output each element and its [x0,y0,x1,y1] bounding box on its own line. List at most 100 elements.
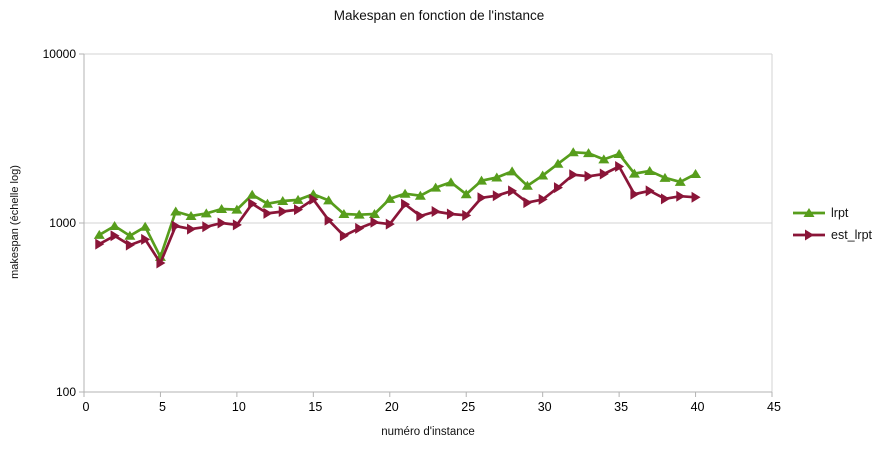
series-lrpt-marker-17 [338,209,350,219]
series-est_lrpt-marker-1 [95,238,105,250]
legend-marker-shape [803,208,815,217]
series-lrpt-marker-25 [460,189,472,199]
series-lrpt-marker-26 [476,175,488,185]
legend-marker-triangle-up-icon [793,208,825,217]
series-lrpt-marker-23 [430,182,442,192]
series-lrpt-marker-37 [644,166,656,176]
series-est_lrpt-marker-2 [110,230,120,242]
x-tick-label-15: 15 [308,400,322,414]
x-tick-label-5: 5 [159,400,166,414]
x-axis-label: numéro d'instance [381,426,475,438]
series-lrpt-marker-31 [552,158,564,168]
series-lrpt-marker-36 [628,168,640,178]
legend-item-est_lrpt: est_lrpt [792,224,872,246]
series-lrpt-marker-32 [567,147,579,157]
series-est_lrpt-marker-26 [477,192,487,204]
series-lrpt-marker-33 [583,148,595,158]
x-tick-label-30: 30 [538,400,552,414]
series-est_lrpt-marker-7 [187,223,197,235]
series-lrpt-marker-27 [491,172,503,182]
series-lrpt-marker-24 [445,177,457,187]
series-est_lrpt-marker-39 [676,190,686,202]
series-est_lrpt-marker-12 [263,207,273,219]
x-tick-label-45: 45 [767,400,781,414]
series-est_lrpt-marker-33 [584,170,594,182]
series-est_lrpt-marker-23 [431,205,441,217]
series-est_lrpt-marker-13 [278,205,288,217]
chart-title-text: Makespan en fonction de l'instance [333,8,545,23]
series-est_lrpt-marker-19 [370,216,380,228]
legend-item-lrpt: lrpt [792,202,872,224]
series-est_lrpt-marker-5 [156,257,166,269]
series-line-lrpt [98,150,697,259]
series-lrpt-marker-40 [690,168,702,178]
series-est_lrpt-marker-20 [385,218,395,230]
series-lrpt-marker-12 [261,198,273,208]
series-est_lrpt-marker-37 [645,185,655,197]
series-est_lrpt-marker-22 [416,210,426,222]
series-lrpt-marker-19 [368,209,380,219]
series-lrpt-marker-28 [506,166,518,176]
series-est_lrpt-marker-40 [691,191,701,203]
legend-label-lrpt: lrpt [831,206,849,220]
series-est_lrpt-marker-27 [492,190,502,202]
series-est_lrpt-marker-17 [339,230,349,242]
series-lrpt-marker-10 [231,204,243,214]
series-lrpt-marker-16 [323,195,335,205]
legend-label-est_lrpt: est_lrpt [831,228,872,242]
series-lrpt-marker-30 [537,170,549,180]
series-lrpt-marker-3 [124,230,136,240]
series-est_lrpt-marker-31 [553,182,563,194]
series-est_lrpt-marker-3 [125,239,135,251]
series-est_lrpt-marker-15 [309,193,319,205]
series-lrpt-marker-1 [93,229,105,239]
legend: lrpt est_lrpt [792,202,872,246]
series-est_lrpt-marker-34 [599,168,609,180]
series-lrpt-marker-38 [659,172,671,182]
series-est_lrpt-marker-18 [355,222,365,234]
legend-marker-triangle-right-icon [793,229,825,241]
chart-title: Makespan en fonction de l'instance [0,8,884,23]
series-est_lrpt-marker-21 [401,198,411,210]
series-lrpt-marker-9 [216,204,228,214]
series-lrpt-marker-13 [277,195,289,205]
legend-marker-shape [805,229,814,241]
series-line-est_lrpt [98,165,696,265]
y-tick-label-1000: 1000 [49,216,76,230]
series-lrpt-marker-4 [139,221,151,231]
series-est_lrpt-marker-36 [630,188,640,200]
series-est_lrpt-marker-9 [217,217,227,229]
series-est_lrpt-marker-11 [248,198,258,210]
series-est_lrpt-marker-28 [508,185,518,197]
series-lrpt-marker-29 [521,180,533,190]
series-est_lrpt-marker-25 [462,209,472,221]
series-lrpt-marker-39 [674,176,686,186]
series-lrpt-marker-14 [292,194,304,204]
series-lrpt-marker-21 [399,188,411,198]
y-tick-label-100: 100 [56,385,76,399]
x-tick-label-35: 35 [614,400,628,414]
series-est_lrpt-marker-4 [141,233,151,245]
series-lrpt-marker-18 [353,209,365,219]
series-est_lrpt-marker-16 [324,214,334,226]
series-est_lrpt-marker-29 [523,197,533,209]
series-lrpt-marker-7 [185,211,197,221]
x-tick-label-0: 0 [83,400,90,414]
series-lrpt-marker-6 [170,206,182,216]
series-est_lrpt-marker-14 [294,204,304,216]
series-lrpt-marker-35 [613,149,625,159]
series-est_lrpt-marker-6 [171,220,181,232]
x-tick-label-25: 25 [461,400,475,414]
series-lrpt-marker-34 [598,154,610,164]
y-axis-label: makespan (échelle log) [9,165,21,279]
series-lrpt-marker-2 [109,220,121,230]
series-est_lrpt-marker-24 [446,208,456,220]
series-est_lrpt-marker-30 [538,193,548,205]
series-est_lrpt-marker-38 [660,193,670,205]
x-tick-label-20: 20 [385,400,399,414]
y-tick-label-10000: 10000 [43,47,77,61]
x-tick-label-40: 40 [691,400,705,414]
series-lrpt-marker-20 [384,193,396,203]
